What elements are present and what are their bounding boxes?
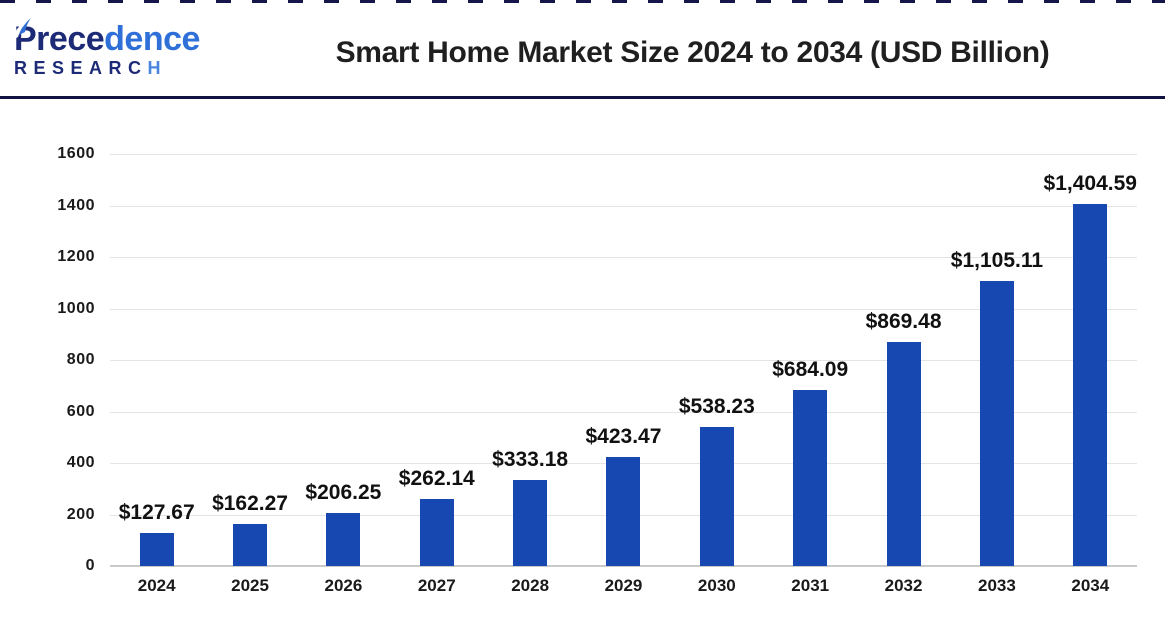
- bar-group-2027: $262.14: [390, 154, 483, 566]
- logo-tagline: RESEARCH: [14, 59, 200, 77]
- x-tick-label: 2033: [978, 576, 1016, 595]
- x-tick-label: 2034: [1071, 576, 1110, 595]
- bar-2030: [699, 427, 734, 566]
- bar-group-2034: $1,404.59: [1044, 154, 1137, 566]
- bar-2032: [886, 342, 921, 566]
- logo-wordmark: Precedence: [11, 16, 200, 58]
- y-axis-ticks: 0 200 400 600 800 1000 1200 1400 1600: [0, 145, 95, 574]
- bars-container: $127.67 $162.27 $206.25 $262.14 $333.18 $423.…: [110, 154, 1137, 566]
- bar-group-2030: $538.23: [670, 154, 763, 566]
- logo-text-dark: Prece: [14, 20, 105, 58]
- gridline: [110, 257, 1137, 258]
- bar-group-2024: $127.67: [110, 154, 203, 566]
- bar-value-label: $1,404.59: [1043, 172, 1137, 196]
- y-tick-label: 200: [66, 505, 95, 523]
- x-tick-label: 2029: [604, 576, 643, 595]
- bar-2033: [979, 281, 1014, 566]
- bar-value-label: $869.48: [865, 310, 942, 334]
- bar-group-2031: $684.09: [764, 154, 857, 566]
- y-tick-label: 600: [66, 402, 95, 420]
- bar-2029: [606, 457, 641, 566]
- bar-group-2032: $869.48: [857, 154, 950, 566]
- x-axis-labels: 2024 2025 2026 2027 2028 2029 2030 2031 2032 2033…: [110, 576, 1137, 596]
- x-axis-line: [110, 565, 1137, 567]
- logo-tagline-light: H: [147, 58, 168, 78]
- bar-value-label: $262.14: [398, 466, 475, 490]
- bar-value-label: $206.25: [305, 480, 382, 504]
- x-tick-label: 2028: [511, 576, 550, 595]
- gridline: [110, 205, 1137, 207]
- y-tick-label: 1600: [57, 145, 95, 162]
- bar-value-label: $538.23: [678, 395, 755, 419]
- bar-group-2028: $333.18: [483, 154, 576, 566]
- bar-2025: [233, 524, 268, 566]
- gridline: [110, 360, 1137, 361]
- x-tick-label: 2027: [417, 576, 456, 595]
- bar-2031: [793, 389, 828, 566]
- chart-title: Smart Home Market Size 2024 to 2034 (USD…: [335, 36, 1050, 69]
- bar-value-label: $127.67: [118, 501, 195, 525]
- bar-2024: [139, 533, 174, 566]
- x-tick-label: 2025: [231, 576, 269, 595]
- y-tick-label: 1400: [57, 196, 95, 214]
- bar-group-2025: $162.27: [203, 154, 296, 566]
- x-tick-label: 2030: [697, 576, 736, 595]
- bar-2026: [326, 512, 361, 566]
- chart-area: 0 200 400 600 800 1000 1200 1400 1600 $127.67 $16…: [0, 100, 1165, 636]
- y-tick-label: 0: [85, 557, 95, 574]
- logo-text-light: dence: [104, 20, 200, 58]
- bar-group-2033: $1,105.11: [950, 154, 1043, 566]
- bar-value-label: $423.47: [585, 425, 662, 448]
- x-tick-label: 2031: [791, 576, 830, 595]
- bar-group-2026: $206.25: [297, 154, 390, 566]
- bar-2027: [419, 498, 454, 566]
- bar-value-label: $333.18: [492, 448, 569, 472]
- gridline: [110, 154, 1137, 155]
- bar-2028: [513, 480, 548, 566]
- gridline: [110, 411, 1137, 413]
- y-tick-label: 1200: [57, 248, 95, 265]
- x-tick-label: 2024: [137, 576, 176, 595]
- top-dashed-border: [0, 0, 1165, 3]
- bar-value-label: $684.09: [772, 357, 849, 381]
- y-tick-label: 400: [66, 454, 95, 471]
- bar-value-label: $1,105.11: [950, 249, 1044, 273]
- y-tick-label: 800: [66, 351, 95, 368]
- logo-tagline-dark: RESEARC: [14, 58, 148, 78]
- y-tick-label: 1000: [57, 299, 95, 317]
- header-divider: [0, 96, 1165, 99]
- x-tick-label: 2032: [884, 576, 923, 595]
- bar-value-label: $162.27: [212, 492, 288, 516]
- gridline: [110, 308, 1137, 310]
- bar-2034: [1073, 204, 1108, 566]
- bar-group-2029: $423.47: [577, 154, 670, 566]
- precedence-research-logo: Precedence RESEARCH: [11, 16, 200, 77]
- x-tick-label: 2026: [324, 576, 363, 595]
